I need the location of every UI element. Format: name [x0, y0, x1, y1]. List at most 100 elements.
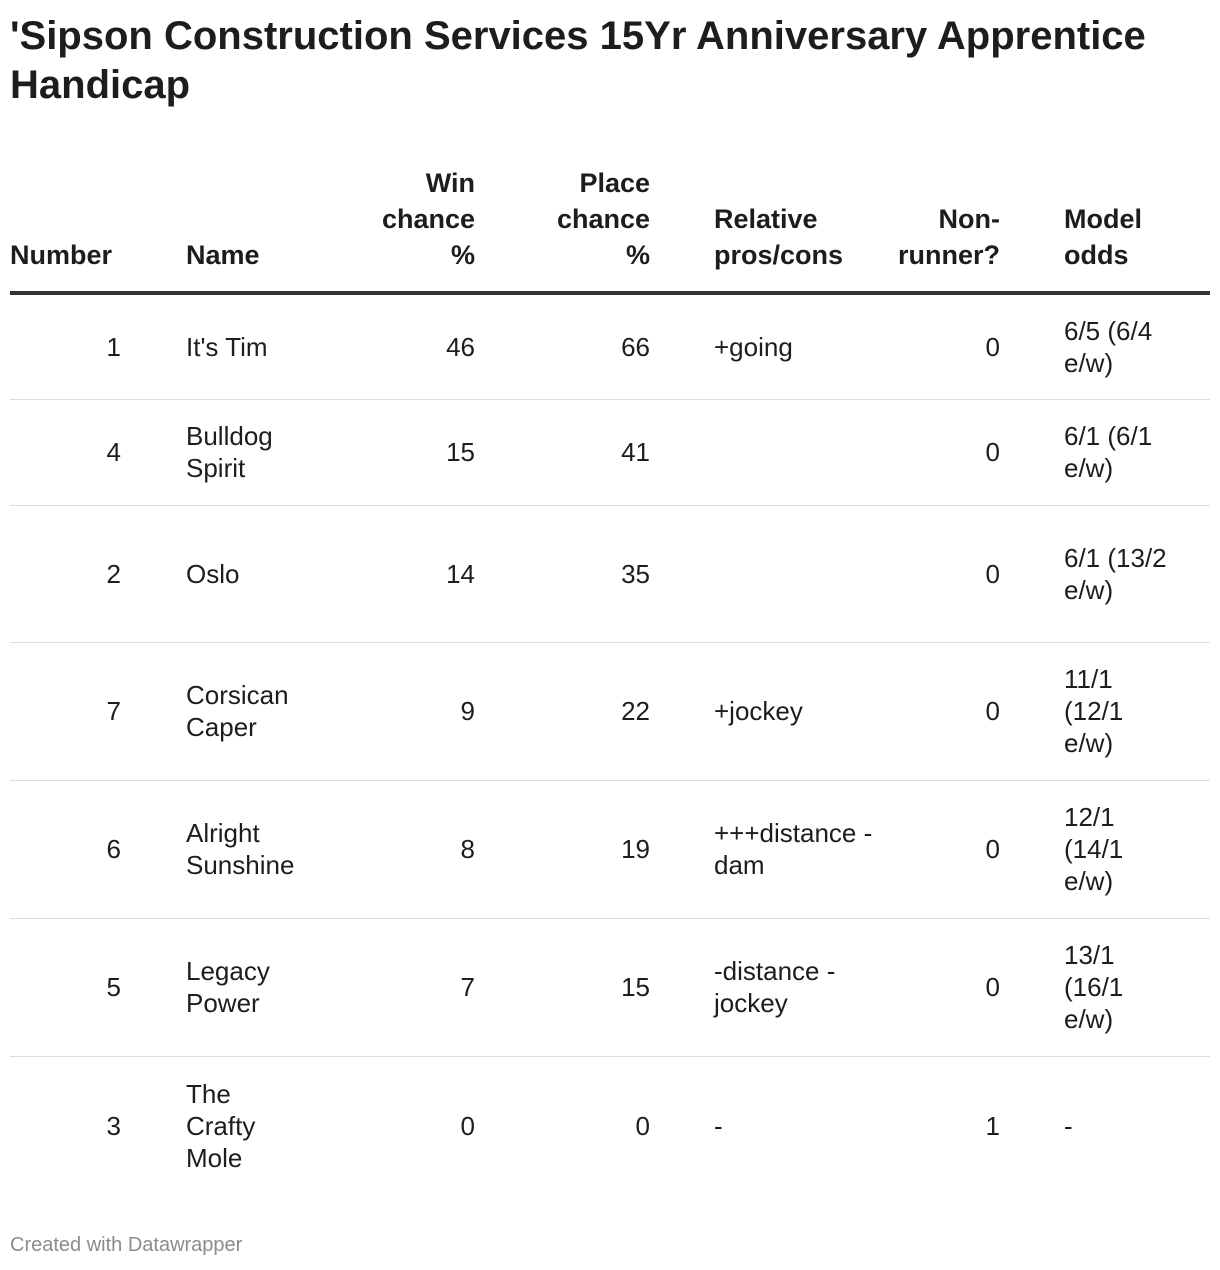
cell-number: 5 — [10, 918, 185, 1057]
cell-nonrunner: 0 — [855, 780, 1000, 919]
cell-number-text: 1 — [106, 331, 121, 362]
table-body: 1 It's Tim 46 66 +going 0 6/5 (6/4 e/w) 4 Bulldo… — [10, 293, 1210, 1196]
column-header-relative[interactable]: Relative pros/cons — [650, 165, 855, 295]
table-header-row: Number Name Win chance % Place chance % … — [10, 165, 1210, 295]
cell-win-chance: 14 — [360, 505, 475, 643]
cell-win-chance-text: 7 — [460, 972, 475, 1002]
cell-relative — [650, 505, 855, 643]
table-row: 1 It's Tim 46 66 +going 0 6/5 (6/4 e/w) — [10, 293, 1210, 400]
cell-odds-text: 12/1 (14/1 e/w) — [1064, 802, 1124, 896]
cell-odds-text: 6/5 (6/4 e/w) — [1064, 315, 1153, 378]
column-header-place-chance-label: Place chance % — [556, 168, 650, 270]
cell-name-text: Legacy Power — [186, 956, 270, 1018]
cell-win-chance: 0 — [360, 1056, 475, 1196]
cell-relative: +++distance -dam — [650, 780, 872, 919]
cell-nonrunner: 0 — [855, 505, 1000, 643]
cell-name: Legacy Power — [185, 918, 360, 1057]
cell-relative-text: -distance -jockey — [714, 956, 836, 1018]
cell-place-chance: 35 — [475, 505, 650, 643]
column-header-nonrunner-label: Non-runner? — [897, 204, 1000, 270]
cell-nonrunner: 0 — [855, 642, 1000, 781]
cell-odds-text: 11/1 (12/1 e/w) — [1064, 664, 1124, 758]
cell-relative-text: - — [714, 1111, 723, 1142]
column-header-number[interactable]: Number — [10, 165, 185, 295]
cell-number: 1 — [10, 293, 185, 400]
cell-relative: -distance -jockey — [650, 918, 855, 1057]
cell-name-text: Corsican Caper — [186, 680, 289, 742]
cell-win-chance: 9 — [360, 642, 475, 781]
cell-place-chance-text: 41 — [621, 437, 650, 467]
cell-win-chance: 46 — [360, 293, 475, 400]
column-header-win-chance[interactable]: Win chance % — [360, 165, 475, 295]
cell-place-chance: 19 — [475, 780, 650, 919]
cell-odds: 6/1 (6/1 e/w) — [1000, 399, 1210, 506]
cell-name: Bulldog Spirit — [185, 399, 360, 506]
cell-place-chance: 15 — [475, 918, 650, 1057]
cell-nonrunner: 0 — [855, 399, 1000, 506]
cell-place-chance-text: 22 — [621, 696, 650, 726]
cell-nonrunner-text: 0 — [985, 834, 1000, 864]
cell-name-text: Bulldog Spirit — [186, 421, 273, 483]
cell-win-chance: 8 — [360, 780, 475, 919]
cell-odds: 13/1 (16/1 e/w) — [1000, 918, 1210, 1057]
cell-relative: +going — [650, 293, 855, 400]
cell-odds-text: - — [1064, 1111, 1073, 1142]
cell-win-chance: 15 — [360, 399, 475, 506]
cell-relative: +jockey — [650, 642, 855, 781]
cell-number: 6 — [10, 780, 185, 919]
cell-name: Alright Sunshine — [185, 780, 360, 919]
footer-credit: Created with Datawrapper — [10, 1234, 243, 1256]
cell-name: Oslo — [185, 505, 360, 643]
cell-number-text: 5 — [106, 972, 121, 1002]
cell-number: 2 — [10, 505, 185, 643]
cell-odds-text: 6/1 (13/2 e/w) — [1064, 542, 1167, 605]
cell-nonrunner-text: 0 — [985, 696, 1000, 726]
cell-name-text: Oslo — [186, 558, 240, 589]
table-row: 5 Legacy Power 7 15 -distance -jockey 0 13/1 (… — [10, 918, 1210, 1057]
cell-nonrunner-text: 0 — [985, 331, 1000, 362]
column-header-name[interactable]: Name — [185, 165, 360, 295]
cell-number-text: 4 — [106, 437, 121, 467]
column-header-place-chance[interactable]: Place chance % — [475, 165, 650, 295]
cell-place-chance-text: 19 — [621, 834, 650, 864]
column-header-nonrunner[interactable]: Non-runner? — [855, 165, 1000, 295]
runners-table: Number Name Win chance % Place chance % … — [10, 165, 1210, 1196]
cell-relative — [650, 399, 855, 506]
cell-odds-text: 6/1 (6/1 e/w) — [1064, 421, 1153, 483]
cell-nonrunner-text: 0 — [985, 437, 1000, 467]
cell-nonrunner-text: 1 — [985, 1111, 1000, 1142]
cell-relative: - — [650, 1056, 855, 1196]
column-header-odds[interactable]: Model odds — [1000, 165, 1210, 295]
cell-number-text: 3 — [106, 1111, 121, 1142]
cell-name-text: It's Tim — [186, 331, 268, 362]
cell-name: It's Tim — [185, 293, 360, 400]
cell-odds: 12/1 (14/1 e/w) — [1000, 780, 1210, 919]
cell-odds: 6/5 (6/4 e/w) — [1000, 293, 1210, 400]
cell-odds: 11/1 (12/1 e/w) — [1000, 642, 1210, 781]
cell-place-chance: 66 — [475, 293, 650, 400]
column-header-odds-label: Model odds — [1064, 204, 1142, 270]
cell-relative-text: +++distance -dam — [714, 818, 873, 880]
cell-odds: - — [1000, 1056, 1210, 1196]
cell-win-chance-text: 46 — [446, 331, 475, 362]
cell-name-text: The Crafty Mole — [186, 1079, 256, 1174]
cell-win-chance-text: 0 — [460, 1111, 475, 1142]
cell-odds: 6/1 (13/2 e/w) — [1000, 505, 1210, 643]
cell-name: The Crafty Mole — [185, 1056, 360, 1196]
cell-number-text: 6 — [106, 834, 121, 864]
cell-place-chance-text: 0 — [635, 1111, 650, 1142]
cell-nonrunner: 0 — [855, 293, 1000, 400]
cell-win-chance-text: 9 — [460, 696, 475, 726]
cell-win-chance-text: 14 — [446, 558, 475, 589]
cell-odds-text: 13/1 (16/1 e/w) — [1064, 940, 1124, 1034]
cell-name-text: Alright Sunshine — [186, 818, 295, 880]
cell-nonrunner: 0 — [855, 918, 1000, 1057]
cell-win-chance-text: 8 — [460, 834, 475, 864]
cell-win-chance: 7 — [360, 918, 475, 1057]
cell-nonrunner-text: 0 — [985, 972, 1000, 1002]
chart-title: 'Sipson Construction Services 15Yr Anniv… — [10, 14, 1146, 107]
cell-number: 4 — [10, 399, 185, 506]
table-row: 6 Alright Sunshine 8 19 +++distance -dam 0 12/… — [10, 780, 1210, 919]
cell-place-chance-text: 66 — [621, 331, 650, 362]
cell-place-chance-text: 15 — [621, 972, 650, 1002]
